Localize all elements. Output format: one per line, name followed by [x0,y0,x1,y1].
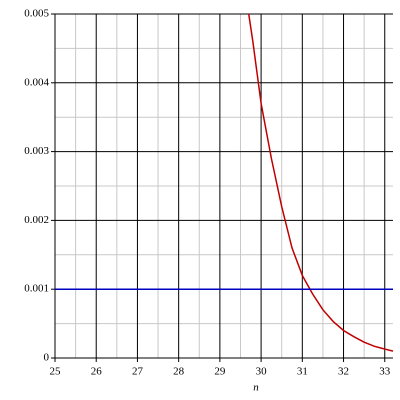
y-tick-label: 0.002 [24,214,49,226]
x-tick-label: 31 [297,366,308,378]
y-tick-label: 0 [44,352,50,364]
line-series [247,13,394,352]
x-tick-label: 29 [214,366,226,378]
y-tick-label: 0.004 [24,76,49,88]
x-tick-label: 32 [338,366,349,378]
x-tick-label: 26 [91,366,103,378]
y-tick-label: 0.001 [24,283,49,295]
x-tick-label: 30 [256,366,268,378]
y-tick-label: 0.003 [24,145,49,157]
x-tick-label: 28 [173,366,185,378]
x-axis-label: n [253,382,259,394]
x-tick-label: 25 [50,366,62,378]
x-tick-label: 33 [379,366,391,378]
y-tick-label: 0.005 [24,8,49,20]
x-tick-label: 27 [132,366,144,378]
